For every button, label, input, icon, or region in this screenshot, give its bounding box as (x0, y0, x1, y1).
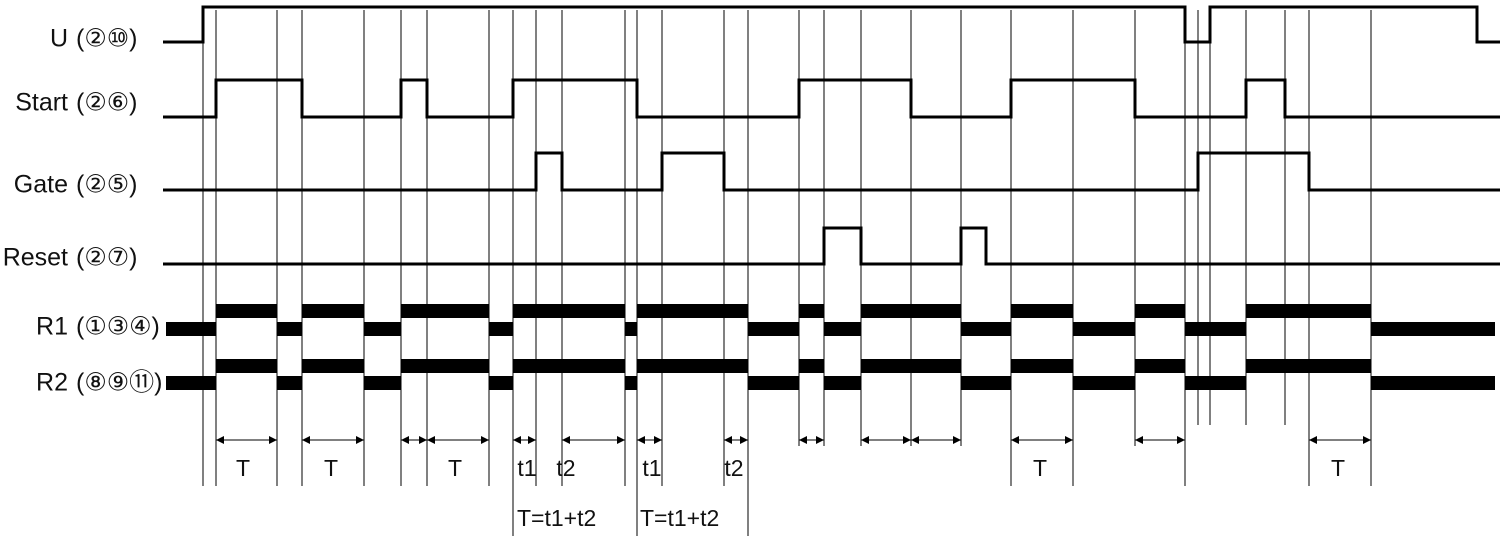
arrow-head (903, 436, 911, 444)
relay-on (1011, 304, 1073, 318)
arrow-head (724, 436, 732, 444)
interval-label: t2 (724, 455, 743, 481)
arrow-head (861, 436, 869, 444)
waveform (163, 78, 1500, 119)
signal-name: R2 (36, 369, 68, 397)
arrow-head (427, 436, 435, 444)
arrow-head (799, 436, 807, 444)
relay-off (277, 322, 302, 336)
arrow-head (1011, 436, 1019, 444)
relay-off (748, 376, 799, 390)
relay-off (1185, 322, 1246, 336)
relay-on (401, 359, 489, 373)
relay-on (302, 359, 364, 373)
relay-on (216, 304, 277, 318)
relay-off (1185, 376, 1246, 390)
arrow-head (911, 436, 919, 444)
relay-on (799, 359, 824, 373)
relay-off (961, 322, 1011, 336)
arrow-head (513, 436, 521, 444)
relay-off (166, 376, 216, 390)
signal-pins: (②⑦) (76, 244, 137, 272)
arrow-head (654, 436, 662, 444)
signal-pins: (①③④) (76, 313, 160, 341)
arrow-head (401, 436, 409, 444)
relay-off (1371, 322, 1495, 336)
relay-off (277, 376, 302, 390)
arrow-head (617, 436, 625, 444)
relay-on (302, 304, 364, 318)
signal-name: Start (15, 89, 68, 117)
relay-on (637, 359, 748, 373)
interval-label: T (1331, 455, 1345, 481)
arrow-head (1309, 436, 1317, 444)
relay-on (1135, 304, 1185, 318)
waveform (163, 151, 1500, 192)
arrow-head (1135, 436, 1143, 444)
relay-off (166, 322, 216, 336)
signal-name: Reset (3, 244, 68, 272)
relay-on (513, 304, 625, 318)
relay-off (625, 376, 637, 390)
relay-off (489, 322, 513, 336)
interval-label: t1 (517, 455, 536, 481)
relay-off (824, 376, 861, 390)
arrow-head (953, 436, 961, 444)
interval-label: T (236, 455, 250, 481)
interval-label: T (448, 455, 462, 481)
arrow-head (740, 436, 748, 444)
interval-label: t2 (556, 455, 575, 481)
signal-pins: (②⑩) (76, 25, 137, 53)
relay-off (1073, 376, 1135, 390)
signal-pins: (②⑥) (76, 89, 137, 117)
arrow-head (481, 436, 489, 444)
relay-off (1073, 322, 1135, 336)
relay-on (216, 359, 277, 373)
relay-on (1011, 359, 1073, 373)
relay-on (513, 359, 625, 373)
relay-off (625, 322, 637, 336)
arrow-head (1363, 436, 1371, 444)
signal-name: R1 (36, 313, 68, 341)
signal-pins: (②⑤) (76, 171, 137, 199)
signal-pins: (⑧⑨⑪) (76, 369, 162, 397)
arrow-head (528, 436, 536, 444)
interval-label: t1 (642, 455, 661, 481)
interval-label: T (1033, 455, 1047, 481)
arrow-head (816, 436, 824, 444)
arrow-head (269, 436, 277, 444)
relay-on (637, 304, 748, 318)
interval-label: T (324, 455, 338, 481)
relay-off (961, 376, 1011, 390)
relay-off (364, 376, 401, 390)
arrow-head (637, 436, 645, 444)
arrow-head (302, 436, 310, 444)
arrow-head (1177, 436, 1185, 444)
signal-name: U (50, 25, 68, 53)
relay-off (364, 322, 401, 336)
relay-on (1135, 359, 1185, 373)
relay-on (401, 304, 489, 318)
arrow-head (562, 436, 570, 444)
relay-off (748, 322, 799, 336)
arrow-head (356, 436, 364, 444)
signal-name: Gate (14, 171, 68, 199)
arrow-head (216, 436, 224, 444)
formula: T=t1+t2 (640, 505, 719, 531)
relay-on (799, 304, 824, 318)
formula: T=t1+t2 (517, 505, 596, 531)
relay-off (824, 322, 861, 336)
relay-off (1371, 376, 1495, 390)
arrow-head (419, 436, 427, 444)
arrow-head (1065, 436, 1073, 444)
relay-off (489, 376, 513, 390)
